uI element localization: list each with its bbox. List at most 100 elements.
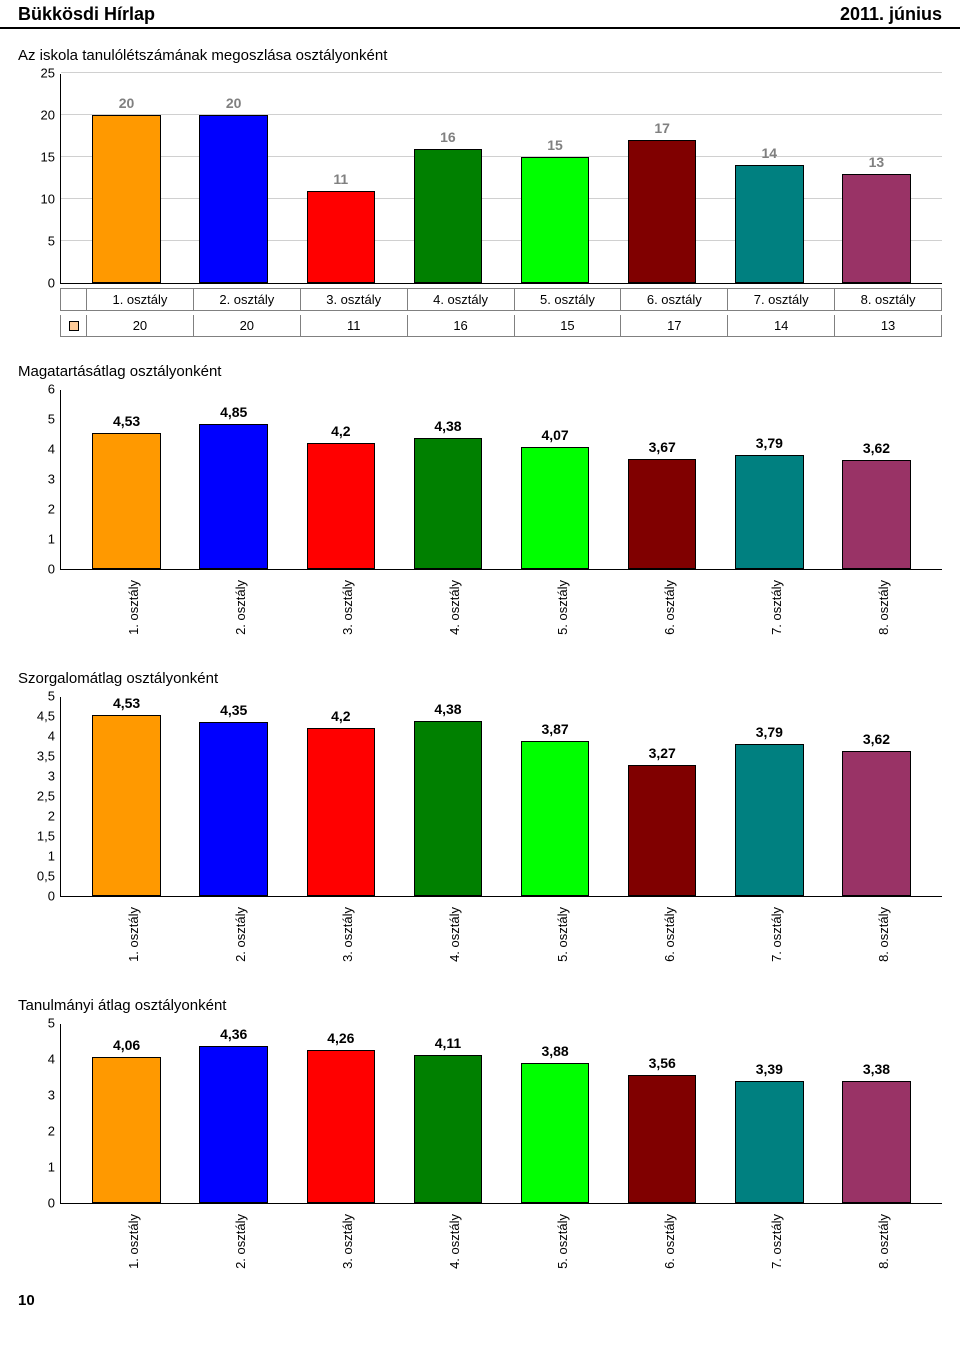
bar-col: 3,27	[609, 697, 716, 896]
bar-col: 4,36	[180, 1024, 287, 1203]
bar-col: 4,53	[73, 390, 180, 569]
bar-col: 4,11	[394, 1024, 501, 1203]
bar-value-label: 4,36	[220, 1026, 247, 1042]
chart2-title: Magatartásátlag osztályonként	[18, 363, 942, 380]
bar	[735, 744, 804, 896]
bar-value-label: 4,38	[434, 701, 461, 717]
bar-value-label: 3,62	[863, 440, 890, 456]
table-header-cell: 8. osztály	[835, 289, 941, 310]
bar-value-label: 14	[762, 145, 778, 161]
header-right: 2011. június	[840, 4, 942, 25]
bar-value-label: 4,06	[113, 1037, 140, 1053]
x-label: 3. osztály	[287, 907, 394, 973]
bar	[628, 1075, 697, 1203]
y-tick: 2	[25, 502, 55, 517]
bar-value-label: 13	[869, 154, 885, 170]
bar-col: 4,2	[287, 697, 394, 896]
y-tick: 10	[25, 192, 55, 207]
chart2: 01234564,534,854,24,384,073,673,793,62 1…	[18, 390, 942, 646]
table-header-cell: 3. osztály	[301, 289, 408, 310]
bar-col: 3,67	[609, 390, 716, 569]
y-tick: 4	[25, 729, 55, 744]
bar-value-label: 3,39	[756, 1061, 783, 1077]
bar-value-label: 4,11	[435, 1035, 461, 1051]
bar	[521, 1063, 590, 1203]
bar-value-label: 4,53	[113, 695, 140, 711]
x-label: 5. osztály	[501, 907, 608, 973]
y-tick: 0,5	[25, 869, 55, 884]
bar-value-label: 4,26	[327, 1030, 354, 1046]
bar-col: 15	[502, 74, 609, 283]
bar-col: 3,79	[716, 390, 823, 569]
y-tick: 2	[25, 809, 55, 824]
x-label: 1. osztály	[72, 580, 179, 646]
chart3-title: Szorgalomátlag osztályonként	[18, 670, 942, 687]
bar-value-label: 15	[547, 137, 563, 153]
table-header-cell: 6. osztály	[621, 289, 728, 310]
bar-value-label: 16	[440, 129, 456, 145]
bar	[92, 715, 161, 896]
y-tick: 25	[25, 66, 55, 81]
bar	[628, 140, 697, 283]
x-label: 8. osztály	[823, 907, 930, 973]
y-tick: 5	[25, 412, 55, 427]
bar	[735, 455, 804, 569]
bar	[521, 447, 590, 569]
bar	[735, 165, 804, 283]
table-value-cell: 16	[408, 315, 515, 336]
x-label: 7. osztály	[716, 907, 823, 973]
page-number: 10	[0, 1280, 960, 1319]
table-header-cell: 2. osztály	[194, 289, 301, 310]
y-tick: 3	[25, 472, 55, 487]
bar-col: 3,56	[609, 1024, 716, 1203]
y-tick: 0	[25, 1196, 55, 1211]
bar-col: 4,26	[287, 1024, 394, 1203]
bar-value-label: 11	[333, 171, 348, 187]
bar-value-label: 3,87	[541, 721, 568, 737]
y-tick: 3,5	[25, 749, 55, 764]
y-tick: 1,5	[25, 829, 55, 844]
bar-col: 13	[823, 74, 930, 283]
page-header: Bükkösdi Hírlap 2011. június	[0, 0, 960, 29]
y-tick: 4	[25, 1052, 55, 1067]
bar	[628, 765, 697, 896]
x-label: 6. osztály	[608, 907, 715, 973]
bar	[199, 722, 268, 896]
bar-col: 3,88	[502, 1024, 609, 1203]
bar-col: 4,85	[180, 390, 287, 569]
legend-cell	[61, 315, 87, 336]
bar	[199, 424, 268, 570]
bar-value-label: 4,35	[220, 702, 247, 718]
bar-col: 4,2	[287, 390, 394, 569]
x-label: 3. osztály	[287, 580, 394, 646]
bar-col: 20	[73, 74, 180, 283]
bar-col: 16	[394, 74, 501, 283]
bar	[199, 1046, 268, 1203]
bar	[521, 741, 590, 896]
table-value-cell: 15	[515, 315, 622, 336]
bar-value-label: 3,67	[649, 439, 676, 455]
table-value-cell: 20	[87, 315, 194, 336]
legend-box-icon	[69, 321, 79, 331]
bar	[414, 149, 483, 283]
bar-value-label: 3,79	[756, 724, 783, 740]
bar-value-label: 3,88	[541, 1043, 568, 1059]
x-label: 6. osztály	[608, 580, 715, 646]
chart1-title: Az iskola tanulólétszámának megoszlása o…	[18, 47, 942, 64]
x-label: 7. osztály	[716, 580, 823, 646]
bar-value-label: 4,07	[541, 427, 568, 443]
bar-value-label: 4,38	[434, 418, 461, 434]
bar-col: 4,38	[394, 390, 501, 569]
chart1: 05101520252020111615171413 1. osztály2. …	[18, 74, 942, 337]
y-tick: 6	[25, 382, 55, 397]
bar-value-label: 3,79	[756, 435, 783, 451]
bar-value-label: 3,27	[649, 745, 676, 761]
bar	[842, 460, 911, 569]
x-label: 2. osztály	[179, 907, 286, 973]
table-header-cell: 5. osztály	[515, 289, 622, 310]
bar-col: 14	[716, 74, 823, 283]
y-tick: 4	[25, 442, 55, 457]
bar-col: 11	[287, 74, 394, 283]
header-left: Bükkösdi Hírlap	[18, 4, 155, 25]
bar-value-label: 4,53	[113, 413, 140, 429]
